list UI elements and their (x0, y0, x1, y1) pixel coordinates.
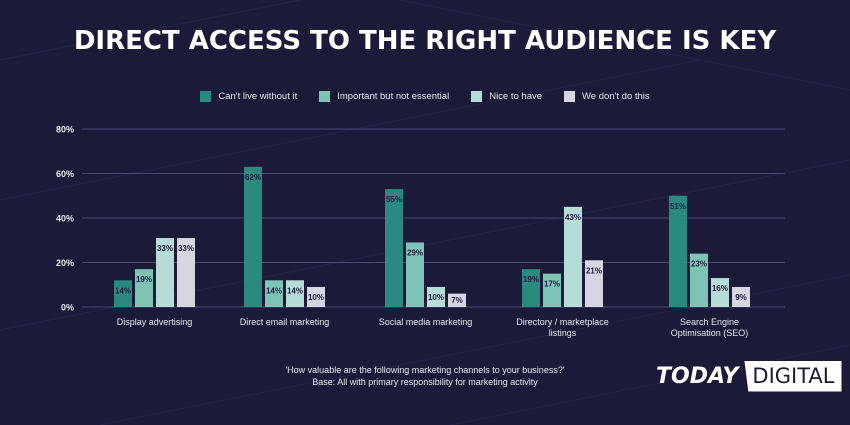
chart-title: DIRECT ACCESS TO THE RIGHT AUDIENCE IS K… (73, 26, 777, 56)
bar-data-label: 62% (245, 173, 261, 182)
bar-data-label: 51% (670, 202, 686, 211)
bar-data-label: 14% (115, 286, 131, 295)
bar-data-label: 16% (712, 284, 728, 293)
x-category-label: Optimisation (SEO) (671, 328, 749, 338)
bar-data-label: 19% (523, 275, 539, 284)
x-category-label: Search Engine (680, 317, 739, 327)
chart-footer: 'How valuable are the following marketin… (220, 364, 630, 388)
survey-base: Base: All with primary responsibility fo… (312, 377, 538, 387)
bar (543, 273, 561, 307)
bar (156, 238, 174, 307)
bar (114, 280, 132, 307)
legend-item-important: Important but not essential (319, 91, 449, 102)
bar (732, 286, 750, 307)
bar-data-label: 55% (386, 195, 402, 204)
x-category-label: Direct email marketing (240, 317, 330, 327)
today-digital-logo: TODAY DIGITAL (656, 357, 842, 395)
bar-data-label: 23% (691, 260, 707, 269)
x-category-label: Display advertising (117, 317, 193, 327)
bar-data-label: 7% (451, 296, 463, 305)
bar-data-label: 17% (544, 280, 560, 289)
bar (177, 238, 195, 307)
bar (427, 286, 445, 307)
bar-data-label: 19% (136, 275, 152, 284)
legend-label: We don't do this (582, 91, 650, 102)
bar (711, 278, 729, 307)
bar (244, 166, 262, 307)
bar (406, 242, 424, 307)
bar (522, 269, 540, 307)
bar (385, 189, 403, 307)
bar-data-label: 43% (565, 213, 581, 222)
legend-label: Can't live without it (218, 91, 298, 102)
bar-data-label: 33% (157, 244, 173, 253)
bar (135, 269, 153, 307)
y-tick-label: 40% (56, 214, 74, 224)
y-tick-label: 80% (56, 125, 74, 135)
bar-data-label: 10% (308, 293, 324, 302)
y-tick-label: 60% (56, 169, 74, 179)
bar (585, 260, 603, 307)
bar (307, 286, 325, 307)
bar-data-label: 33% (178, 244, 194, 253)
legend-swatch (471, 91, 483, 102)
survey-question: 'How valuable are the following marketin… (285, 365, 565, 375)
bar-data-label: 21% (586, 266, 602, 275)
bar-data-label: 14% (287, 286, 303, 295)
legend-label: Important but not essential (337, 91, 450, 102)
logo-digital-text: DIGITAL (744, 360, 842, 392)
bar (265, 280, 283, 307)
legend-item-nice-to-have: Nice to have (471, 91, 542, 102)
legend-swatch (319, 91, 331, 102)
y-tick-label: 20% (56, 258, 74, 268)
logo-today-text: TODAY (656, 363, 739, 389)
legend-item-dont-do: We don't do this (564, 91, 650, 102)
y-tick-label: 0% (61, 303, 74, 313)
bar-data-label: 14% (266, 286, 282, 295)
bar-data-label: 9% (735, 293, 747, 302)
bar (690, 253, 708, 307)
x-category-label: Directory / marketplace (516, 317, 609, 327)
legend-swatch (564, 91, 576, 102)
x-category-label: Social media marketing (379, 317, 473, 327)
bar (448, 293, 466, 307)
bar-data-label: 29% (407, 248, 423, 257)
bar (564, 206, 582, 307)
bar-data-label: 10% (428, 293, 444, 302)
legend-label: Nice to have (489, 91, 543, 102)
x-category-label: listings (549, 328, 577, 338)
legend-swatch (200, 91, 212, 102)
legend: Can't live without it Important but not … (0, 91, 850, 102)
legend-item-cant-live-without: Can't live without it (200, 91, 297, 102)
bar (286, 280, 304, 307)
bar (669, 195, 687, 307)
